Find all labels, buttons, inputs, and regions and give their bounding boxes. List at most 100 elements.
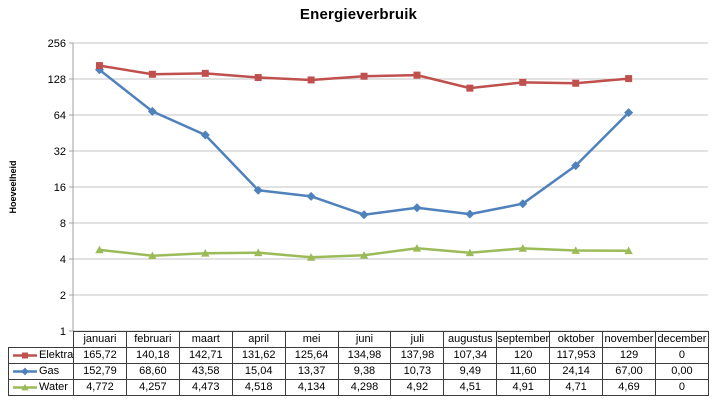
water-marker	[412, 244, 422, 252]
value-cell: 140,18	[125, 347, 180, 364]
series-name: Gas	[39, 365, 60, 377]
value-cell: 0	[654, 347, 709, 364]
series-name: Elektra	[39, 349, 74, 361]
value-cell: 152,79	[73, 363, 127, 380]
value-cell: 15,04	[231, 363, 286, 380]
month-header: september	[496, 331, 551, 348]
value-cell: 9,38	[337, 363, 392, 380]
value-cell: 4,51	[443, 379, 498, 396]
elektra-marker	[413, 71, 421, 79]
gas-marker	[465, 209, 475, 219]
month-header: december	[654, 331, 709, 348]
elektra-marker	[572, 79, 580, 87]
elektra-marker	[307, 76, 315, 84]
value-cell: 4,257	[125, 379, 180, 396]
value-cell: 165,72	[73, 347, 127, 364]
gas-marker	[571, 161, 581, 171]
legend-cell-gas: Gas	[8, 363, 74, 380]
value-cell: 107,34	[443, 347, 498, 364]
gas-marker	[412, 203, 422, 213]
value-cell: 142,71	[178, 347, 233, 364]
value-cell: 4,134	[284, 379, 339, 396]
month-header: januari	[73, 331, 127, 348]
value-cell: 4,71	[549, 379, 604, 396]
table-row-elektra: Elektra 165,72 140,18 142,71 131,62 125,64 134…	[8, 347, 709, 364]
value-cell: 11,60	[496, 363, 551, 380]
value-cell: 4,69	[602, 379, 656, 396]
y-tick-label: 128	[48, 74, 66, 86]
gas-marker	[253, 185, 263, 195]
value-cell: 9,49	[443, 363, 498, 380]
water-marker	[254, 248, 263, 257]
value-cell: 68,60	[125, 363, 180, 380]
y-tick-label: 32	[54, 146, 66, 158]
water-marker	[148, 251, 157, 260]
y-tick-label: 16	[54, 182, 66, 194]
elektra-marker	[519, 78, 527, 86]
value-cell: 4,92	[390, 379, 445, 396]
value-cell: 4,772	[73, 379, 127, 396]
gas-marker	[200, 130, 210, 140]
month-header: april	[231, 331, 286, 348]
elektra-marker	[148, 70, 156, 78]
water-marker	[201, 248, 210, 257]
elektra-marker	[201, 69, 209, 77]
gas-marker	[359, 210, 369, 220]
y-tick-label: 4	[60, 254, 66, 266]
legend-key-water-icon	[13, 383, 37, 391]
y-tick-label: 1	[60, 326, 66, 338]
month-header: oktober	[549, 331, 604, 348]
gas-marker	[518, 199, 528, 209]
value-cell: 67,00	[602, 363, 656, 380]
water-marker	[624, 246, 633, 255]
value-cell: 43,58	[178, 363, 233, 380]
elektra-marker	[22, 352, 28, 359]
value-cell: 125,64	[284, 347, 339, 364]
water-marker	[21, 383, 29, 391]
table-row-water: Water 4,772 4,257 4,473 4,518 4,134 4,298 4,92 4…	[8, 379, 709, 396]
value-cell: 0,00	[654, 363, 709, 380]
gas-line	[98, 68, 630, 216]
value-cell: 4,518	[231, 379, 286, 396]
value-cell: 129	[602, 347, 656, 364]
water-marker	[571, 246, 580, 254]
month-header: maart	[178, 331, 233, 348]
elektra-marker	[625, 75, 633, 83]
value-cell: 10,73	[390, 363, 445, 380]
gas-marker	[147, 106, 157, 116]
value-cell: 120	[496, 347, 551, 364]
value-cell: 134,98	[337, 347, 392, 364]
legend-cell-elektra: Elektra	[8, 347, 74, 364]
elektra-marker	[95, 62, 103, 70]
y-tick-label: 2	[60, 290, 66, 302]
table-row-gas: Gas 152,79 68,60 43,58 15,04 13,37 9,38 10,73 9,…	[8, 363, 709, 380]
water-marker	[465, 248, 475, 257]
elektra-marker	[360, 72, 368, 80]
month-header: juli	[390, 331, 445, 348]
y-tick-label: 64	[54, 110, 66, 122]
gas-marker	[624, 108, 634, 118]
value-cell: 131,62	[231, 347, 286, 364]
chart-title: Energieverbruik	[299, 6, 418, 23]
water-marker	[95, 245, 104, 254]
elektra-marker	[466, 84, 474, 92]
value-cell: 24,14	[549, 363, 604, 380]
series-name: Water	[39, 381, 68, 393]
value-cell: 13,37	[284, 363, 339, 380]
y-tick-label: 256	[48, 38, 66, 50]
value-cell: 137,98	[390, 347, 445, 364]
gas-marker	[21, 367, 29, 376]
value-cell: 0	[654, 379, 709, 396]
legend-cell-water: Water	[8, 379, 74, 396]
water-marker	[306, 253, 316, 261]
month-header: november	[602, 331, 656, 348]
water-marker	[518, 244, 527, 252]
elektra-marker	[254, 74, 262, 82]
value-cell: 4,473	[178, 379, 233, 396]
legend-key-gas-icon	[13, 367, 37, 376]
value-cell: 117,953	[549, 347, 604, 364]
month-header: augustus	[443, 331, 498, 348]
value-cell: 4,298	[337, 379, 392, 396]
